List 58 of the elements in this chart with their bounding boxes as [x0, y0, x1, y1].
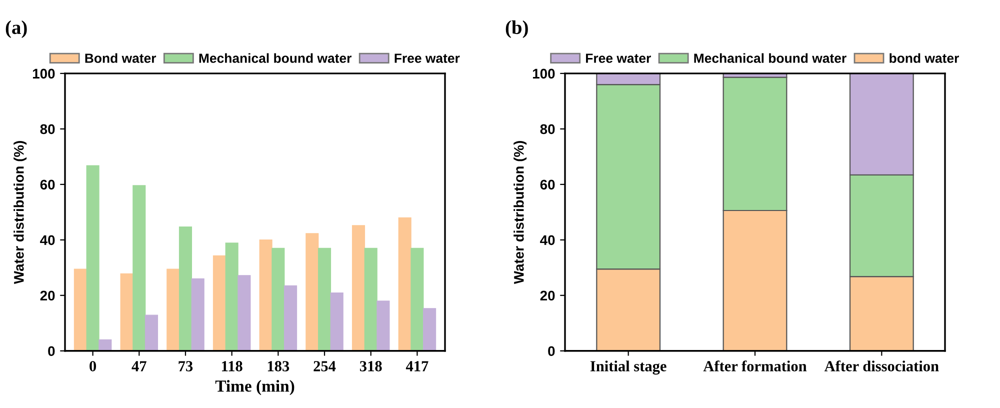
x-tick-label: After dissociation: [824, 360, 939, 372]
bar: [272, 248, 285, 351]
bar: [166, 268, 180, 351]
bar: [423, 308, 436, 351]
y-tick-label: 20: [540, 290, 555, 301]
bar: [144, 314, 158, 351]
y-tick-label: 80: [540, 124, 555, 134]
y-tick-label: 40: [40, 235, 55, 246]
x-tick-label: 417: [406, 361, 428, 372]
bar: [98, 339, 112, 351]
x-tick-label: 0: [90, 361, 96, 372]
bar: [178, 226, 192, 351]
bar: [364, 248, 378, 351]
y-tick-label: 80: [40, 124, 55, 134]
bar: [120, 273, 134, 351]
y-tick-label: 100: [532, 68, 555, 79]
y-tick-label: 20: [40, 290, 55, 301]
bar: [225, 242, 238, 351]
bar: [74, 268, 87, 351]
bar: [132, 185, 146, 351]
bar: [352, 225, 366, 351]
legend-label: Bond water: [85, 53, 156, 63]
x-tick-label: 118: [222, 361, 242, 372]
x-tick-label: 73: [178, 361, 193, 372]
y-tick-label: 0: [548, 346, 555, 356]
bar: [238, 275, 251, 351]
x-tick-label: 183: [268, 361, 290, 372]
y-tick-label: 60: [540, 180, 555, 190]
bar: [318, 248, 332, 351]
legend-label: bond water: [890, 53, 959, 63]
x-tick-label: After formation: [703, 360, 807, 372]
chart-title: (a): [6, 20, 27, 38]
chart-title: (b): [506, 20, 528, 38]
bar: [259, 240, 272, 351]
bar: [284, 285, 298, 351]
legend-label: Mechanical bound water: [199, 53, 352, 63]
x-tick-label: 318: [360, 361, 382, 372]
y-tick-label: 100: [32, 68, 55, 79]
bar: [306, 233, 319, 351]
bar: [191, 278, 204, 351]
legend-label: Mechanical bound water: [694, 53, 846, 63]
x-tick-label: Initial stage: [590, 360, 666, 375]
y-axis-title: Water distribution (%): [514, 140, 527, 284]
y-tick-label: 60: [40, 180, 55, 190]
y-axis-title: Water distribution (%): [14, 140, 27, 284]
bar: [410, 248, 424, 351]
legend-label: Free water: [586, 54, 651, 63]
x-axis-title: Time (min): [215, 380, 294, 396]
bar: [212, 255, 226, 351]
bar: [86, 165, 100, 351]
legend-label: Free water: [394, 54, 460, 63]
x-tick-label: 47: [132, 361, 146, 372]
bar: [398, 217, 412, 351]
bar: [330, 292, 344, 351]
y-tick-label: 0: [48, 346, 55, 356]
y-tick-label: 40: [540, 235, 555, 246]
x-tick-label: 254: [314, 361, 336, 372]
bar: [376, 300, 390, 351]
